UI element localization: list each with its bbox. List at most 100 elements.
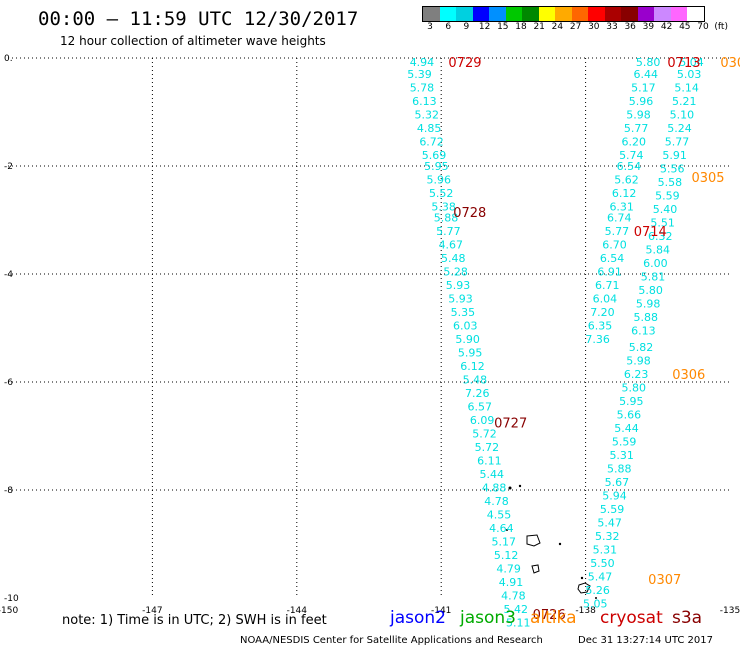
- wave-height-label: 5.17: [631, 82, 656, 95]
- wave-height-label: 7.36: [585, 333, 610, 346]
- wave-height-label: 6.03: [453, 319, 478, 332]
- pass-time-label: 0727: [494, 417, 527, 432]
- colorbar-swatch: [505, 7, 522, 21]
- y-tick-label: -6: [4, 378, 13, 388]
- wave-height-label: 5.40: [653, 203, 678, 216]
- wave-height-label: 6.09: [470, 414, 495, 427]
- wave-height-label: 6.54: [617, 160, 642, 173]
- island-dot: [580, 576, 584, 580]
- island-outline: [531, 564, 540, 574]
- island-dot: [595, 597, 597, 599]
- wave-height-label: 5.80: [621, 381, 646, 394]
- wave-height-label: 5.48: [441, 252, 466, 265]
- wave-height-label: 5.81: [641, 271, 666, 284]
- wave-height-label: 5.88: [434, 211, 459, 224]
- wave-height-label: 4.55: [487, 508, 512, 521]
- wave-height-label: 4.91: [499, 576, 524, 589]
- x-tick-label: -150: [0, 606, 18, 616]
- wave-height-label: 5.93: [446, 279, 471, 292]
- wave-height-label: 6.11: [477, 454, 502, 467]
- wave-height-label: 5.91: [662, 149, 687, 162]
- wave-height-label: 5.44: [479, 468, 504, 481]
- island-dot: [518, 484, 522, 488]
- wave-height-label: 6.91: [597, 265, 622, 278]
- colorbar-label: 18: [515, 22, 527, 32]
- wave-height-label: 5.90: [455, 333, 480, 346]
- wave-height-label: 5.48: [463, 373, 488, 386]
- colorbar-label: 45: [679, 22, 691, 32]
- pass-time-label: 0728: [453, 206, 486, 221]
- wave-height-label: 5.21: [672, 95, 697, 108]
- colorbar-swatch: [571, 7, 588, 21]
- pass-time-label: 0726: [533, 608, 566, 623]
- wave-height-label: 7.20: [590, 306, 615, 319]
- island-outline: [577, 582, 591, 594]
- colorbar-swatch: [439, 7, 456, 21]
- wave-height-label: 5.72: [472, 427, 497, 440]
- wave-height-label: 5.32: [595, 530, 620, 543]
- wave-height-label: 6.70: [602, 238, 627, 251]
- colorbar-swatch: [538, 7, 555, 21]
- wave-height-label: 5.24: [667, 122, 692, 135]
- wave-height-label: 5.88: [634, 311, 659, 324]
- pass-time-label: 0729: [448, 56, 481, 71]
- wave-height-label: 5.11: [506, 616, 531, 629]
- colorbar-label: 39: [642, 22, 655, 32]
- colorbar-swatch: [654, 7, 671, 21]
- island-dot: [508, 486, 512, 490]
- x-tick-label: -147: [142, 606, 162, 616]
- wave-height-label: 5.50: [590, 557, 615, 570]
- wave-height-label: 6.00: [643, 257, 668, 270]
- x-tick-label: -138: [575, 606, 596, 616]
- wave-height-label: 5.96: [427, 174, 452, 187]
- pass-time-label: 0305: [691, 171, 724, 186]
- wave-height-label: 5.14: [674, 82, 699, 95]
- wave-height-label: 6.23: [624, 368, 649, 381]
- colorbar-swatch: [522, 7, 539, 21]
- y-tick-label: -2: [4, 162, 13, 172]
- wave-height-label: 5.95: [619, 395, 644, 408]
- generated-timestamp: Dec 31 13:27:14 UTC 2017: [578, 635, 713, 646]
- wave-height-label: 5.98: [626, 109, 651, 122]
- satellite-legend-jason3: jason3: [460, 608, 516, 628]
- wave-height-label: 5.47: [597, 516, 622, 529]
- x-tick-label: -135: [720, 606, 740, 616]
- colorbar-label: 42: [660, 22, 673, 32]
- wave-height-label: 6.12: [460, 360, 485, 373]
- wave-height-label: 5.77: [665, 136, 690, 149]
- pass-time-label: 0714: [634, 225, 667, 240]
- wave-height-label: 5.62: [614, 174, 639, 187]
- wave-height-label: 4.88: [482, 481, 507, 494]
- colorbar-labels: 3 6 9 12 15 18 21 24 27 30 33 36 39 42 45 70 (ft): [422, 22, 732, 34]
- colorbar-swatch: [489, 7, 506, 21]
- colorbar-label: 24: [551, 22, 564, 32]
- wave-height-label: 5.52: [429, 187, 454, 200]
- wave-height-label: 6.54: [600, 252, 625, 265]
- wave-height-label: 5.12: [494, 549, 519, 562]
- wave-height-label: 5.39: [407, 68, 432, 81]
- wave-height-label: 5.67: [605, 476, 630, 489]
- pass-time-label: 0713: [667, 56, 700, 71]
- colorbar-label: 6: [445, 22, 452, 32]
- wave-height-label: 6.13: [412, 95, 437, 108]
- colorbar-label: 21: [533, 22, 545, 32]
- wave-height-label: 5.42: [504, 603, 529, 616]
- colorbar-swatch: [423, 7, 440, 21]
- wave-height-label: 5.05: [583, 597, 608, 610]
- wave-height-label: 5.98: [636, 298, 661, 311]
- wave-height-label: 4.78: [484, 495, 509, 508]
- satellite-legend-jason2: jason2: [390, 608, 446, 628]
- colorbar-label: 9: [463, 22, 470, 32]
- wave-height-label: 5.80: [636, 56, 661, 69]
- map-title: 00:00 – 11:59 UTC 12/30/2017: [38, 8, 359, 30]
- wave-height-label: 5.84: [646, 244, 671, 257]
- wave-height-label: 5.80: [638, 284, 663, 297]
- y-tick-label: -4: [4, 270, 13, 280]
- wave-height-label: 5.96: [629, 95, 654, 108]
- wave-height-label: 5.26: [585, 584, 610, 597]
- colorbar-swatch: [472, 7, 489, 21]
- wave-height-label: 5.28: [443, 265, 468, 278]
- map-subtitle: 12 hour collection of altimeter wave hei…: [60, 34, 326, 48]
- island-outline: [526, 534, 541, 547]
- wave-height-label: 5.94: [602, 489, 627, 502]
